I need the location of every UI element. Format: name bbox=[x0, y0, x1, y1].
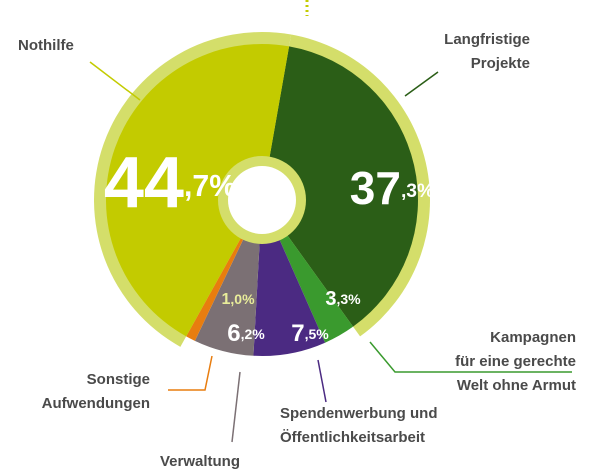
category-label: Verwaltung bbox=[160, 453, 240, 470]
value-label: 44,7% bbox=[104, 143, 236, 223]
leader-line bbox=[369, 341, 572, 373]
hole bbox=[228, 166, 296, 234]
leader-line bbox=[89, 61, 141, 101]
category-label: Kampagnen für eine gerechte Welt ohne Armu… bbox=[455, 329, 576, 394]
value-label: 3,3% bbox=[325, 288, 361, 310]
value-label: 37,3% bbox=[350, 162, 434, 214]
value-label: 1,0% bbox=[221, 291, 255, 309]
leader-line bbox=[317, 359, 327, 403]
category-label: Nothilfe bbox=[18, 37, 74, 54]
value-label: 6,2% bbox=[227, 320, 265, 347]
slice bbox=[106, 44, 290, 337]
category-label: Spendenwerbung und Öffentlichkeitsarbeit bbox=[280, 405, 438, 446]
slice bbox=[262, 46, 419, 327]
category-label: Langfristige Projekte bbox=[444, 31, 530, 72]
leader-line bbox=[168, 355, 213, 391]
category-label: Sonstige Aufwendungen bbox=[42, 371, 150, 412]
value-label: 7,5% bbox=[291, 320, 329, 347]
leader-line bbox=[231, 371, 241, 443]
leader-line bbox=[404, 71, 439, 97]
